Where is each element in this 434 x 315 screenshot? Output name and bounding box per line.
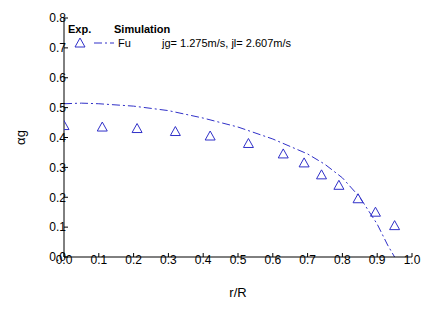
svg-text:0.7: 0.7 (299, 253, 316, 267)
svg-text:αg: αg (13, 130, 28, 145)
svg-text:0.5: 0.5 (49, 101, 66, 115)
svg-text:0.8: 0.8 (334, 253, 351, 267)
svg-text:0.1: 0.1 (49, 220, 66, 234)
svg-text:0.3: 0.3 (160, 253, 177, 267)
svg-text:0.4: 0.4 (49, 131, 66, 145)
html-text:Exp.: Exp. (68, 23, 92, 35)
svg-text:0.5: 0.5 (230, 253, 247, 267)
svg-text:0.6: 0.6 (264, 253, 281, 267)
html-text:Simulation: Simulation (114, 23, 171, 35)
svg-text:0.1: 0.1 (90, 253, 107, 267)
svg-text:1.0: 1.0 (404, 253, 421, 267)
svg-text:0.2: 0.2 (125, 253, 142, 267)
svg-text:0.3: 0.3 (49, 161, 66, 175)
html-text:Fu: Fu (118, 37, 131, 49)
svg-text:0.0: 0.0 (49, 250, 66, 264)
svg-text:0.4: 0.4 (195, 253, 212, 267)
svg-text:0.6: 0.6 (49, 71, 66, 85)
svg-text:0.7: 0.7 (49, 41, 66, 55)
html-text:jg= 1.275m/s, jl= 2.607m/s: jg= 1.275m/s, jl= 2.607m/s (162, 37, 291, 49)
svg-text:0.2: 0.2 (49, 191, 66, 205)
svg-text:0.9: 0.9 (369, 253, 386, 267)
svg-text:r/R: r/R (229, 285, 246, 300)
svg-text:0.8: 0.8 (49, 11, 66, 25)
